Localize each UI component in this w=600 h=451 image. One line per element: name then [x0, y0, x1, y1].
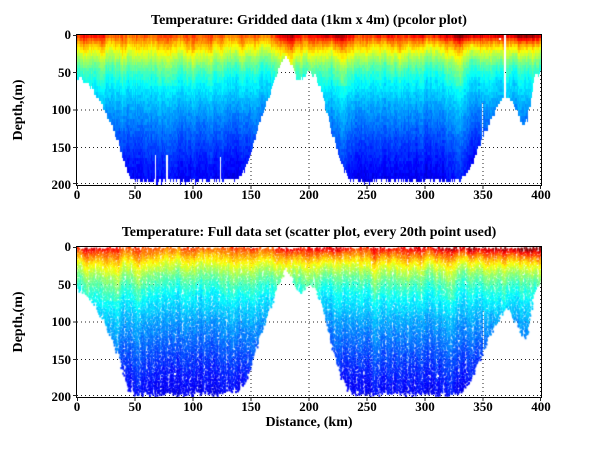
y-tick-label: 0: [64, 27, 72, 42]
x-tick-label: 200: [299, 187, 319, 202]
x-tick-label: 200: [299, 399, 319, 414]
x-tick-label: 0: [73, 187, 81, 202]
x-tick-label: 50: [128, 187, 142, 202]
x-tick-label: 100: [183, 399, 203, 414]
scatter-axes: [73, 246, 542, 401]
x-tick-label: 400: [531, 399, 551, 414]
x-tick-label: 150: [241, 187, 261, 202]
x-tick-label: 100: [183, 187, 203, 202]
x-axis-label: Distance, (km): [265, 415, 353, 430]
x-tick-label: 300: [415, 399, 435, 414]
x-tick-label: 300: [415, 187, 435, 202]
y-tick-label: 100: [51, 314, 72, 329]
scatter-plot-title: Temperature: Full data set (scatter plot…: [121, 225, 497, 240]
x-tick-label: 0: [73, 399, 81, 414]
y-tick-label: 150: [51, 139, 72, 155]
x-tick-label: 350: [473, 399, 493, 414]
x-tick-label: 150: [241, 399, 261, 414]
pcolor-plot-title: Temperature: Gridded data (1km x 4m) (pc…: [151, 13, 467, 28]
x-tick-label: 50: [128, 399, 142, 414]
y-tick-label: 200: [51, 389, 72, 404]
scatter-temperature-field: [77, 247, 541, 397]
pcolor-axes: [73, 34, 542, 189]
y-tick-label: 200: [51, 177, 72, 192]
y-tick-label: 100: [51, 102, 72, 117]
y-tick-label: 50: [58, 276, 71, 292]
pcolor-temperature-field: [77, 35, 541, 185]
y-tick-label: 0: [64, 239, 72, 254]
x-tick-label: 350: [473, 187, 493, 202]
y-tick-label: 50: [58, 64, 71, 80]
x-tick-label: 250: [357, 187, 377, 202]
x-tick-label: 250: [357, 399, 377, 414]
y-tick-label: 150: [51, 351, 72, 367]
x-tick-label: 400: [531, 187, 551, 202]
